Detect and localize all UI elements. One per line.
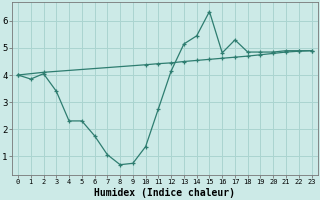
X-axis label: Humidex (Indice chaleur): Humidex (Indice chaleur) <box>94 188 235 198</box>
